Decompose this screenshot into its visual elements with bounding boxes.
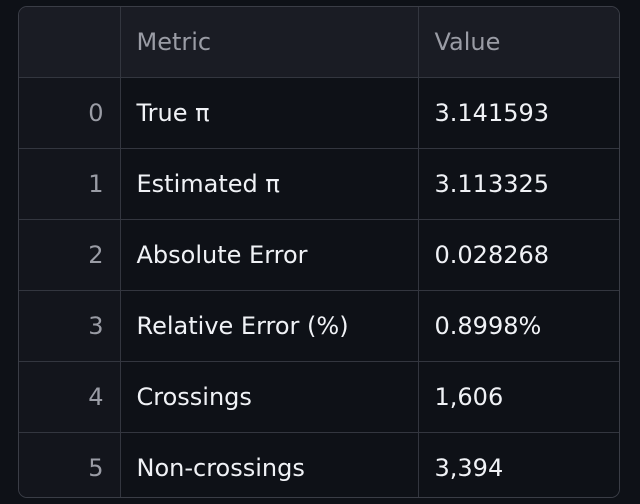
index-column-header[interactable] (19, 7, 121, 78)
row-index: 3 (19, 290, 121, 362)
metric-cell[interactable]: Estimated π (120, 148, 419, 220)
table-row: 4 Crossings 1,606 (19, 361, 619, 433)
table-row: 0 True π 3.141593 (19, 77, 619, 149)
metric-cell[interactable]: Absolute Error (120, 219, 419, 291)
value-cell[interactable]: 3.141593 (418, 77, 619, 149)
row-index: 0 (19, 77, 121, 149)
value-cell[interactable]: 3,394 (418, 432, 619, 497)
results-dataframe[interactable]: Metric Value 0 True π 3.141593 1 Estimat… (18, 6, 620, 498)
value-cell[interactable]: 0.028268 (418, 219, 619, 291)
value-cell[interactable]: 3.113325 (418, 148, 619, 220)
row-index: 2 (19, 219, 121, 291)
table-row: 5 Non-crossings 3,394 (19, 432, 619, 497)
row-index: 1 (19, 148, 121, 220)
metric-cell[interactable]: Non-crossings (120, 432, 419, 497)
value-cell[interactable]: 1,606 (418, 361, 619, 433)
header-row: Metric Value (19, 7, 619, 78)
table-row: 1 Estimated π 3.113325 (19, 148, 619, 220)
value-column-header[interactable]: Value (418, 7, 619, 78)
results-table: Metric Value 0 True π 3.141593 1 Estimat… (19, 7, 619, 497)
metric-cell[interactable]: Relative Error (%) (120, 290, 419, 362)
row-index: 5 (19, 432, 121, 497)
metric-cell[interactable]: Crossings (120, 361, 419, 433)
metric-cell[interactable]: True π (120, 77, 419, 149)
metric-column-header[interactable]: Metric (120, 7, 419, 78)
value-cell[interactable]: 0.8998% (418, 290, 619, 362)
row-index: 4 (19, 361, 121, 433)
table-row: 3 Relative Error (%) 0.8998% (19, 290, 619, 362)
table-row: 2 Absolute Error 0.028268 (19, 219, 619, 291)
